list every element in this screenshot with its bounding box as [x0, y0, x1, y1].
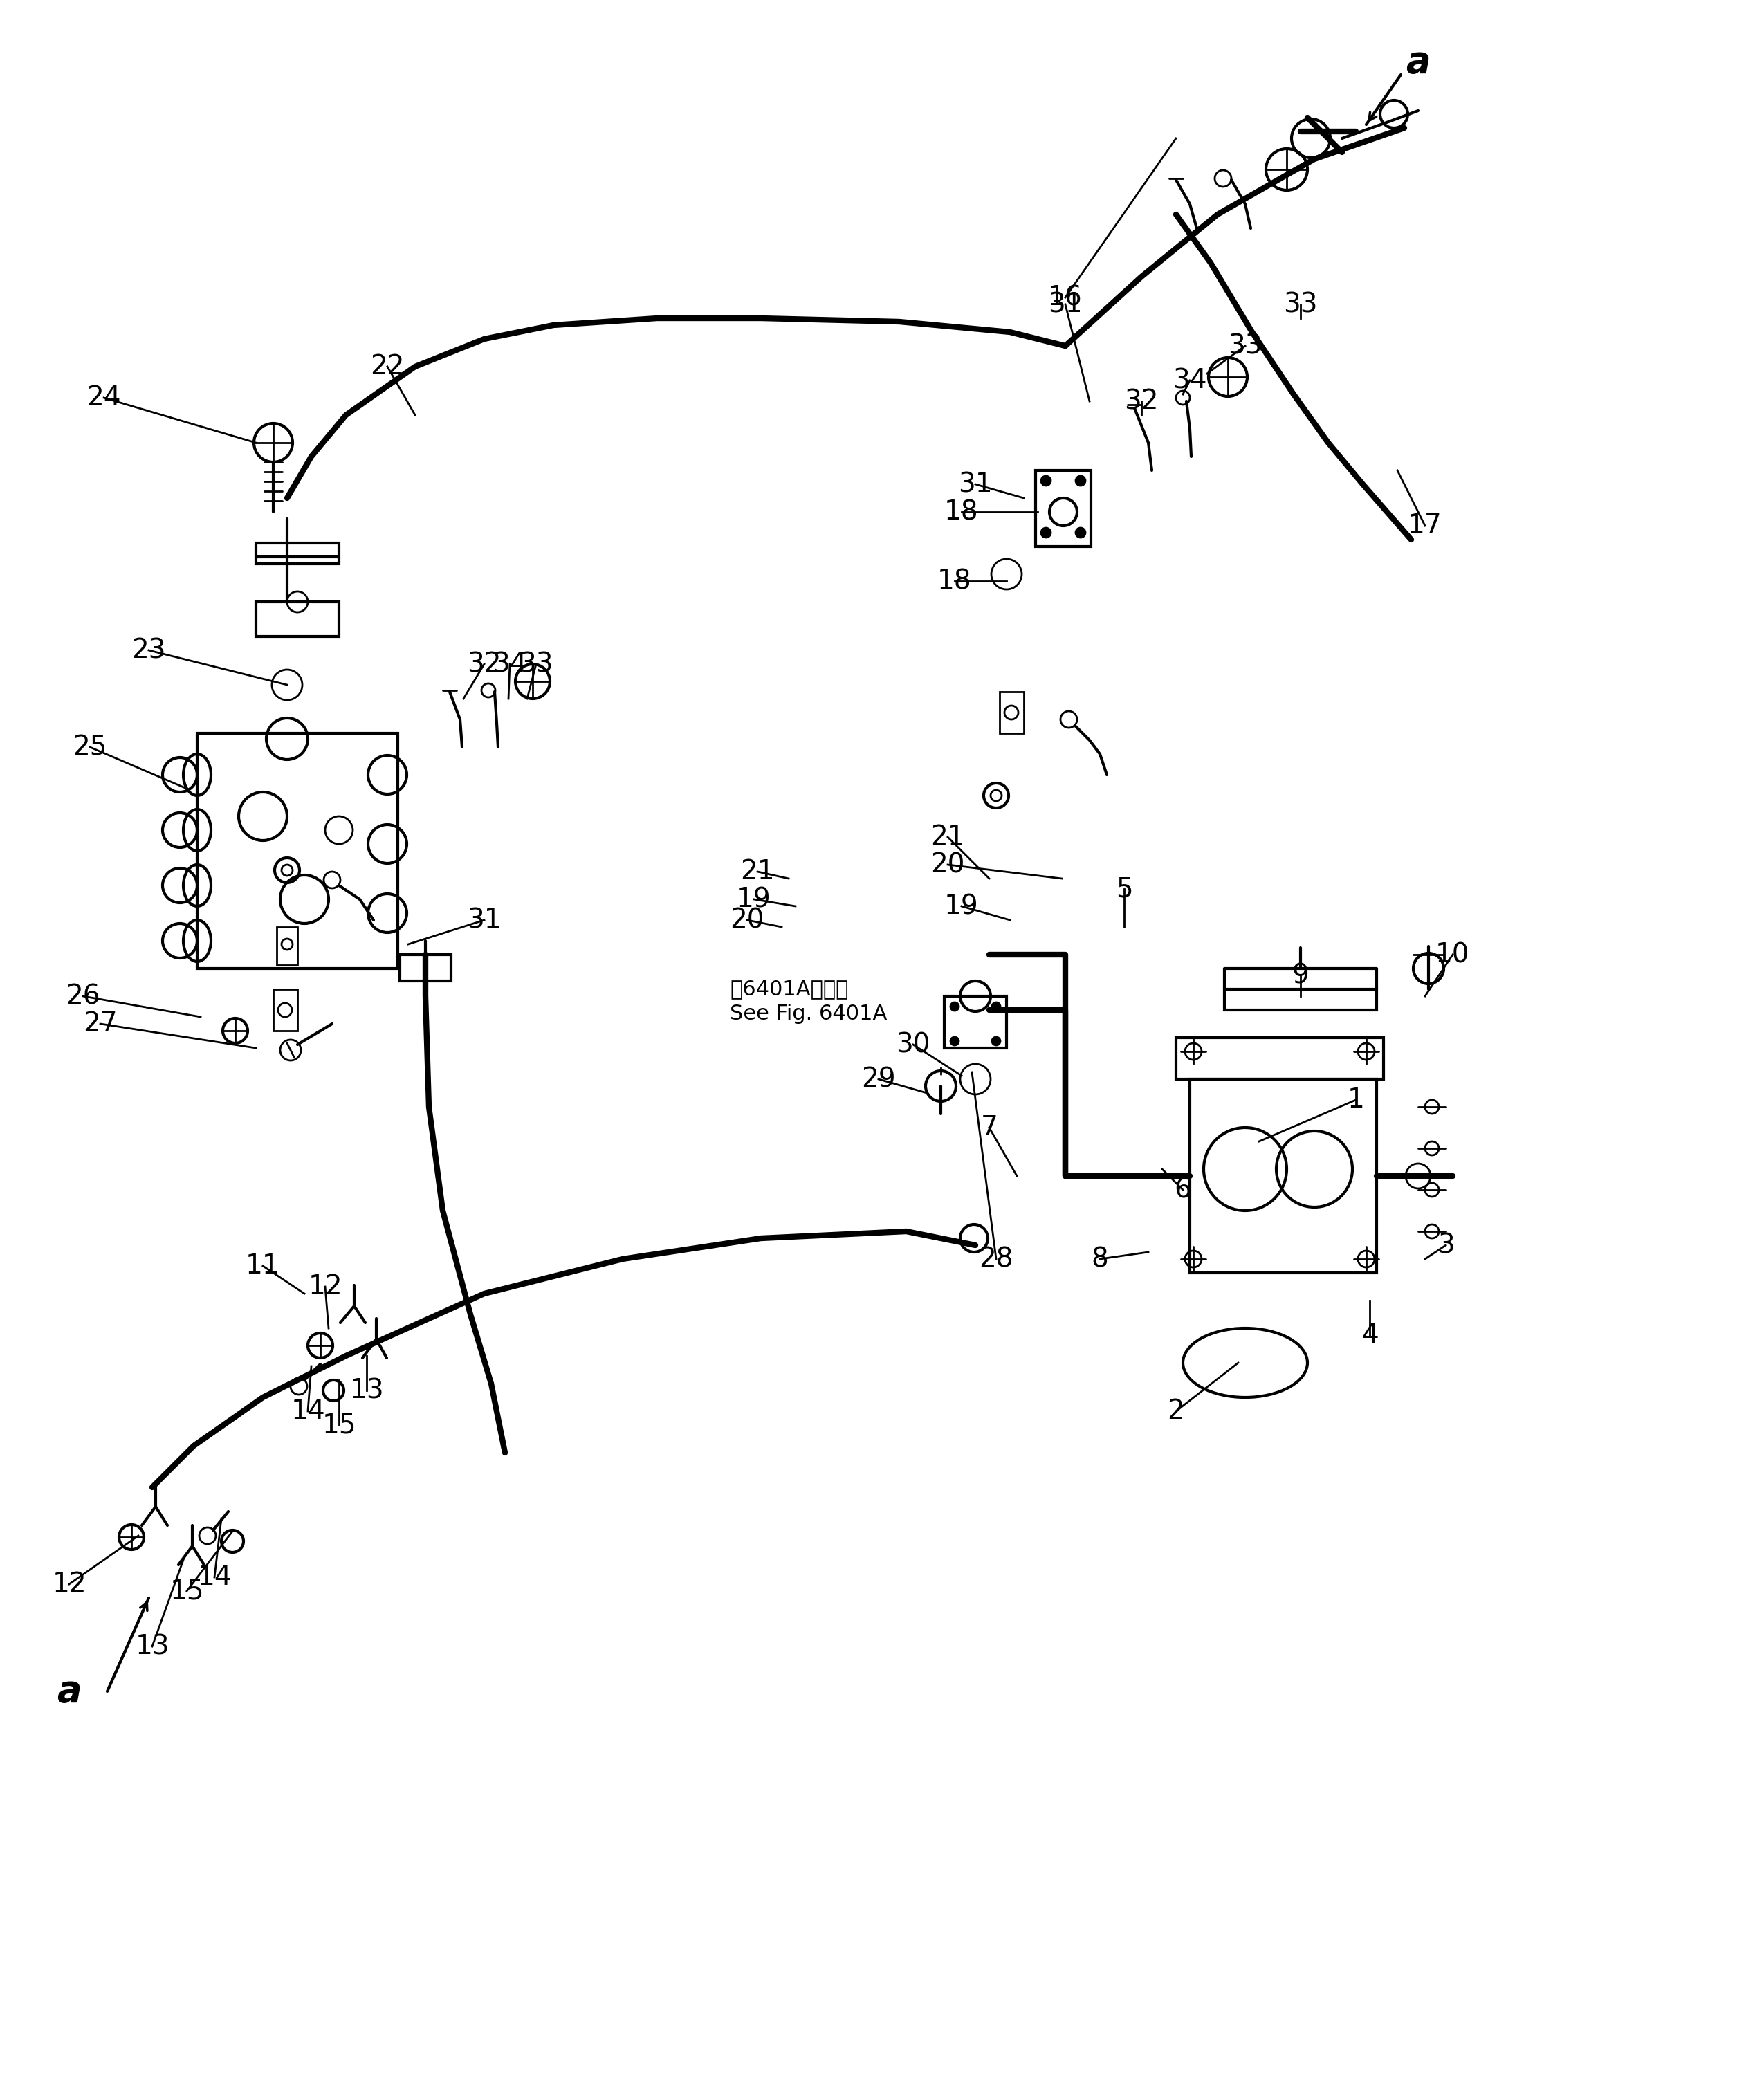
- Text: 14: 14: [291, 1397, 325, 1424]
- Text: 第6401A図参照: 第6401A図参照: [730, 980, 848, 999]
- Circle shape: [1041, 527, 1051, 538]
- Text: 7: 7: [981, 1115, 998, 1140]
- Text: 13: 13: [349, 1376, 385, 1403]
- Text: 13: 13: [136, 1634, 169, 1659]
- Text: 34: 34: [1173, 367, 1207, 394]
- Text: a: a: [1406, 44, 1431, 81]
- Bar: [256, 544, 339, 565]
- Text: 5: 5: [1115, 876, 1132, 903]
- Text: 29: 29: [861, 1065, 896, 1092]
- Text: 26: 26: [65, 984, 101, 1009]
- Text: 18: 18: [944, 498, 979, 525]
- Text: 33: 33: [1228, 332, 1263, 359]
- Text: 31: 31: [467, 907, 501, 934]
- Text: 11: 11: [245, 1252, 280, 1279]
- Bar: [944, 996, 1007, 1048]
- Bar: [277, 928, 298, 965]
- Text: 19: 19: [737, 886, 771, 913]
- Text: 27: 27: [83, 1011, 118, 1038]
- Text: 19: 19: [944, 893, 979, 920]
- Text: 3: 3: [1438, 1231, 1454, 1258]
- Text: 34: 34: [492, 652, 527, 677]
- Text: 18: 18: [937, 569, 972, 594]
- Bar: [1177, 1038, 1383, 1080]
- Text: 22: 22: [370, 353, 404, 380]
- Text: 10: 10: [1436, 943, 1469, 967]
- Text: 32: 32: [1124, 388, 1159, 415]
- Text: 16: 16: [1048, 284, 1083, 311]
- Bar: [198, 733, 397, 969]
- Text: See Fig. 6401A: See Fig. 6401A: [730, 1003, 887, 1023]
- Circle shape: [951, 1038, 960, 1044]
- Text: 17: 17: [1408, 513, 1443, 540]
- Circle shape: [1041, 475, 1051, 486]
- Text: 33: 33: [519, 652, 554, 677]
- Text: 21: 21: [931, 824, 965, 851]
- Text: 24: 24: [86, 384, 122, 411]
- Text: 25: 25: [72, 735, 108, 760]
- Text: 31: 31: [958, 471, 993, 498]
- Circle shape: [1076, 527, 1085, 538]
- Text: 12: 12: [309, 1273, 342, 1300]
- Circle shape: [991, 1003, 1000, 1011]
- Bar: [256, 602, 339, 637]
- Text: 14: 14: [198, 1563, 231, 1590]
- Text: 31: 31: [1048, 291, 1083, 318]
- Circle shape: [991, 1038, 1000, 1044]
- Text: 12: 12: [51, 1572, 86, 1596]
- Text: 32: 32: [467, 652, 501, 677]
- Text: 2: 2: [1168, 1397, 1185, 1424]
- Text: 30: 30: [896, 1032, 930, 1057]
- Text: 8: 8: [1092, 1246, 1108, 1273]
- Text: 20: 20: [931, 851, 965, 878]
- Text: 9: 9: [1291, 963, 1309, 988]
- Bar: [1000, 691, 1023, 733]
- Text: 21: 21: [741, 859, 774, 884]
- Text: 28: 28: [979, 1246, 1013, 1273]
- Bar: [1191, 1080, 1376, 1273]
- Text: 1: 1: [1348, 1086, 1365, 1113]
- Bar: [1224, 990, 1376, 1011]
- Bar: [273, 990, 298, 1032]
- Text: 4: 4: [1362, 1322, 1378, 1347]
- Circle shape: [951, 1003, 960, 1011]
- Bar: [400, 955, 452, 982]
- Circle shape: [1076, 475, 1085, 486]
- Text: a: a: [56, 1673, 81, 1709]
- Bar: [1035, 471, 1090, 546]
- Text: 15: 15: [169, 1578, 205, 1605]
- Text: 23: 23: [132, 637, 166, 664]
- Text: 15: 15: [321, 1412, 356, 1439]
- Text: 33: 33: [1284, 291, 1318, 318]
- Text: 20: 20: [730, 907, 764, 934]
- Text: 6: 6: [1175, 1177, 1191, 1202]
